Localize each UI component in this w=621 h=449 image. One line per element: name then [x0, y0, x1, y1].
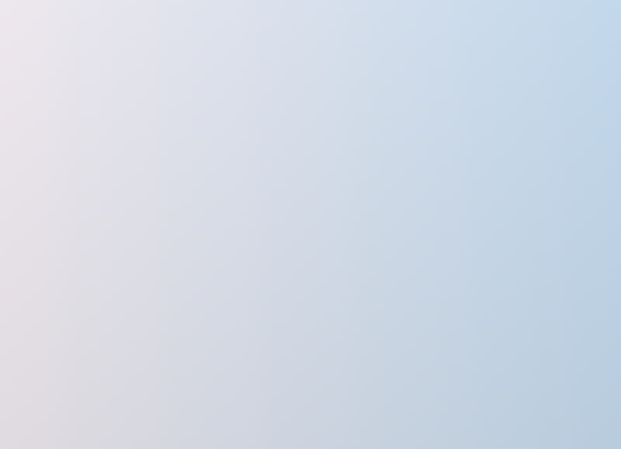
Text: $n\ =\ -1$: $n\ =\ -1$ — [179, 160, 229, 173]
FancyBboxPatch shape — [450, 340, 526, 379]
Text: $n\ +\ 15\ =\ -10$: $n\ +\ 15\ =\ -10$ — [311, 309, 402, 324]
FancyBboxPatch shape — [246, 145, 320, 187]
FancyBboxPatch shape — [293, 297, 420, 336]
Text: $n\ =\ 1$: $n\ =\ 1$ — [345, 160, 381, 173]
Text: Match each equation with its solution.: Match each equation with its solution. — [92, 87, 331, 100]
Text: $\frac{n}{5}\ =\ -\frac{1}{5}$: $\frac{n}{5}\ =\ -\frac{1}{5}$ — [332, 223, 381, 244]
Text: $n\ =\ -\frac{1}{5}$: $n\ =\ -\frac{1}{5}$ — [259, 156, 308, 177]
FancyBboxPatch shape — [450, 297, 526, 336]
Text: $n\ -\ 13\ =\ -12$: $n\ -\ 13\ =\ -12$ — [311, 269, 402, 282]
Text: $n\ =\ -25$: $n\ =\ -25$ — [414, 159, 471, 173]
FancyBboxPatch shape — [450, 214, 526, 253]
FancyBboxPatch shape — [325, 145, 400, 187]
Text: Solution: Solution — [470, 205, 528, 218]
FancyBboxPatch shape — [293, 255, 420, 295]
FancyBboxPatch shape — [166, 145, 241, 187]
FancyBboxPatch shape — [293, 214, 420, 253]
FancyBboxPatch shape — [450, 255, 526, 295]
Text: Drag each tile to the correct box.: Drag each tile to the correct box. — [85, 62, 293, 75]
Text: Equation: Equation — [324, 205, 386, 218]
Text: $-5n\ =\ 1$: $-5n\ =\ 1$ — [330, 353, 383, 367]
FancyBboxPatch shape — [293, 340, 420, 379]
FancyBboxPatch shape — [405, 145, 479, 187]
